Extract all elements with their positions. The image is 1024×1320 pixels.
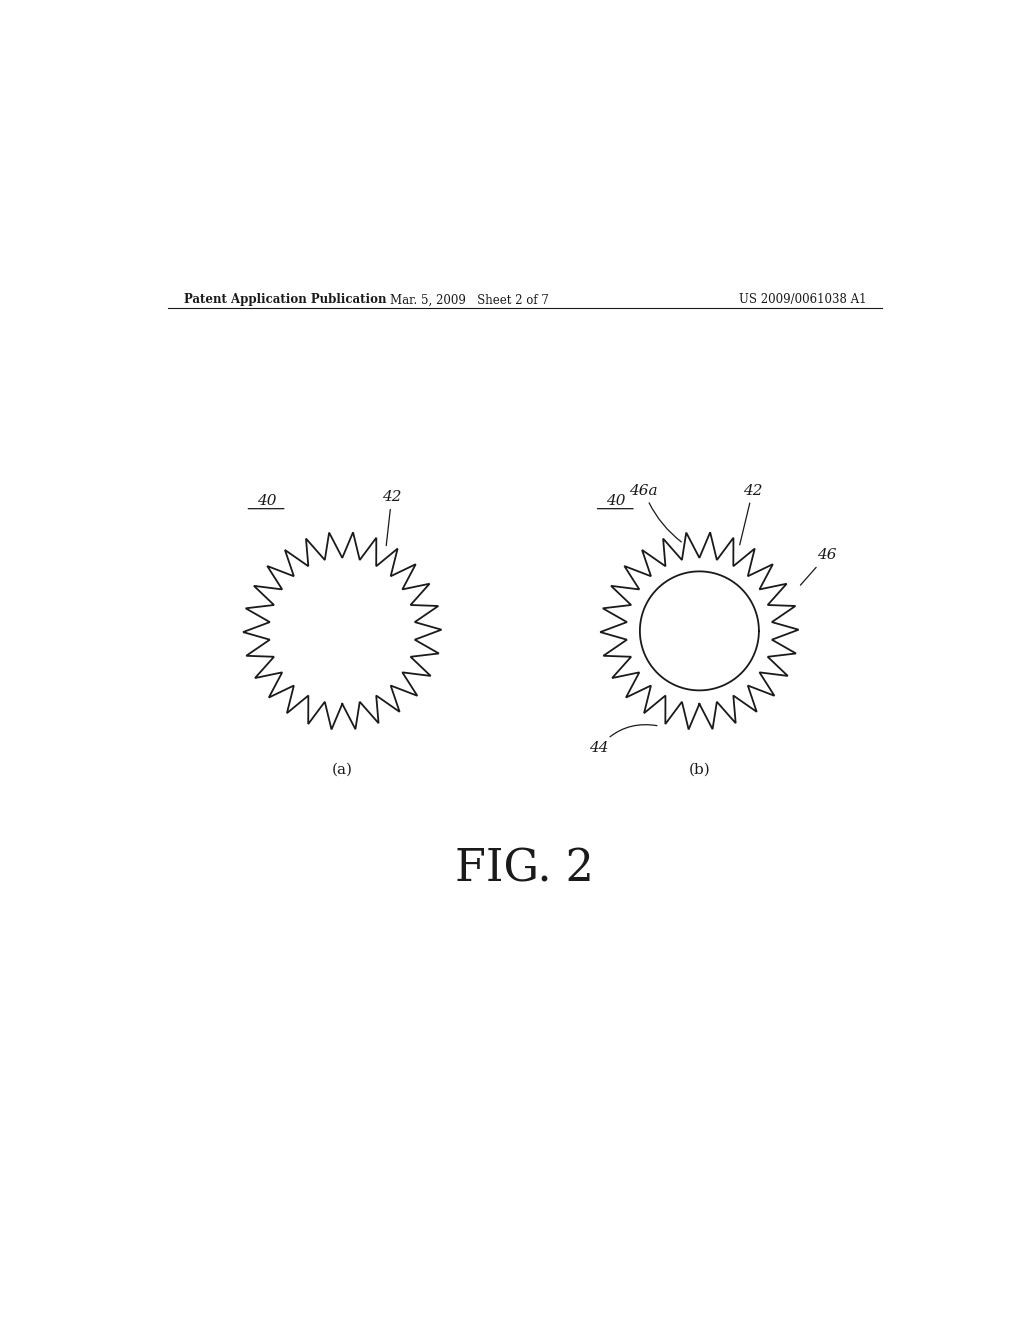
Text: 40: 40 bbox=[606, 494, 626, 508]
Text: (a): (a) bbox=[332, 763, 353, 776]
Text: 40: 40 bbox=[257, 494, 276, 508]
Text: 46a: 46a bbox=[630, 483, 681, 543]
Text: 44: 44 bbox=[589, 725, 657, 755]
Text: 42: 42 bbox=[739, 483, 763, 545]
Text: 42: 42 bbox=[382, 490, 401, 545]
Text: Patent Application Publication: Patent Application Publication bbox=[183, 293, 386, 306]
Text: 46: 46 bbox=[801, 549, 837, 585]
Text: Mar. 5, 2009   Sheet 2 of 7: Mar. 5, 2009 Sheet 2 of 7 bbox=[390, 293, 549, 306]
Text: FIG. 2: FIG. 2 bbox=[456, 847, 594, 891]
Text: US 2009/0061038 A1: US 2009/0061038 A1 bbox=[738, 293, 866, 306]
Text: (b): (b) bbox=[688, 763, 711, 776]
